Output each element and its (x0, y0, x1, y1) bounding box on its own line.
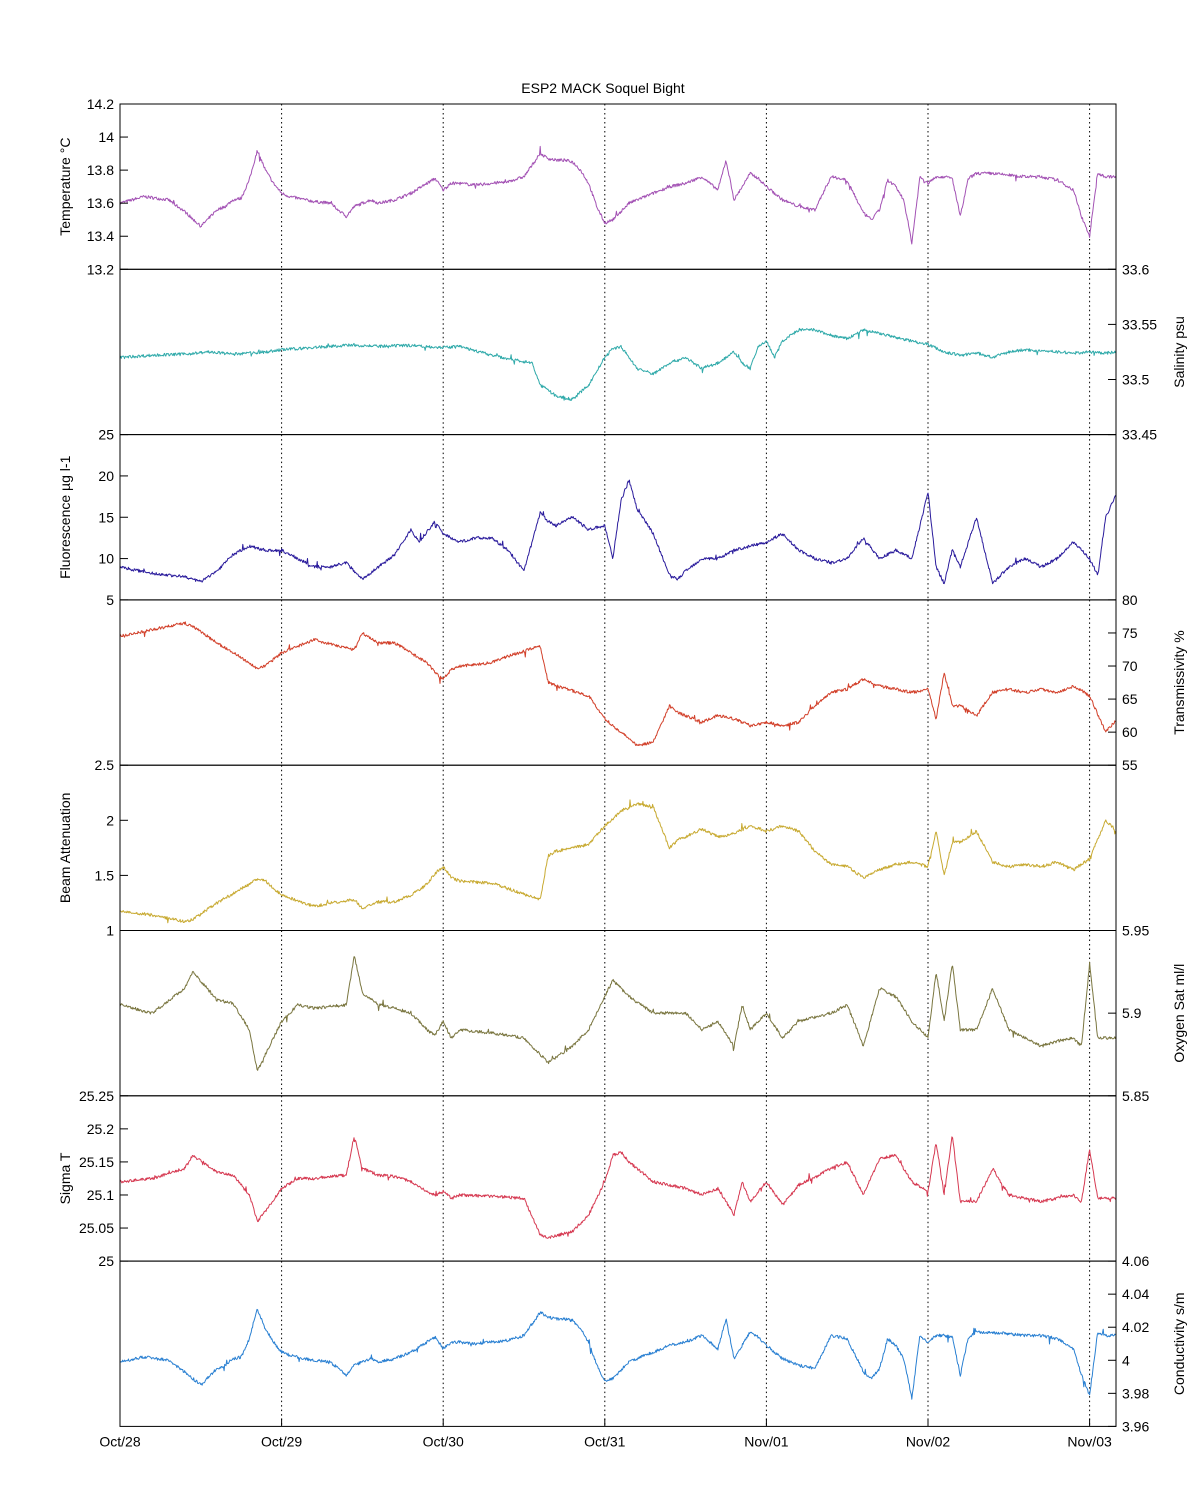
panel-5-ylabel: Beam Attenuation (57, 793, 73, 904)
xtick-label: Oct/28 (99, 1433, 140, 1449)
panel-1-ytick-label: 13.8 (87, 162, 114, 178)
panel-1-ytick-label: 13.6 (87, 195, 114, 211)
panel-7-ytick-label: 25.25 (79, 1088, 114, 1104)
panel-1-ylabel: Temperature °C (57, 138, 73, 236)
panel-8-series-line (119, 1308, 1116, 1400)
panel-1-ytick-label: 14 (98, 129, 114, 145)
panel-2-ytick-label: 33.45 (1122, 427, 1157, 443)
panel-4-ytick-label: 65 (1122, 691, 1138, 707)
xtick-label: Oct/31 (584, 1433, 625, 1449)
panel-8-ylabel: Conductivity s/m (1171, 1292, 1187, 1395)
panel-5-ytick-label: 1 (106, 923, 114, 939)
chart-title: ESP2 MACK Soquel Bight (521, 80, 685, 96)
panel-4-ylabel: Transmissivity % (1171, 630, 1187, 735)
panel-2-series-line (119, 327, 1116, 401)
xtick-label: Oct/29 (261, 1433, 302, 1449)
panel-2-ytick-label: 33.55 (1122, 316, 1157, 332)
panel-6-ylabel: Oxygen Sat ml/l (1171, 964, 1187, 1063)
panel-8-frame (119, 1260, 1117, 1427)
panel-2-ytick-label: 33.5 (1122, 372, 1149, 388)
panel-3-ytick-label: 25 (98, 427, 114, 443)
xtick-label: Nov/02 (906, 1433, 951, 1449)
panel-8-ytick-label: 3.96 (1122, 1418, 1149, 1434)
panel-5-ytick-label: 2.5 (95, 757, 115, 773)
panel-7-ytick-label: 25 (98, 1253, 114, 1269)
panel-1-ytick-label: 13.4 (87, 228, 114, 244)
panel-frames (119, 103, 1117, 1427)
panel-3-ylabel: Fluorescence µg l-1 (57, 455, 73, 578)
panel-8-ytick-label: 4.02 (1122, 1319, 1149, 1335)
vertical-grid (281, 104, 1091, 1427)
x-axis: Oct/28 Oct/29 Oct/30 Oct/31 Nov/01 Nov/02 Nov/… (99, 1418, 1112, 1449)
panel-7-ytick-label: 25.2 (87, 1121, 114, 1137)
panel-7-ytick-label: 25.05 (79, 1220, 114, 1236)
xtick-label: Nov/01 (744, 1433, 789, 1449)
panel-5-ytick-label: 2 (106, 812, 114, 828)
panel-7-series-line (119, 1136, 1116, 1239)
panel-2-ytick-label: 33.6 (1122, 261, 1149, 277)
panel-8-ytick-label: 4.06 (1122, 1253, 1149, 1269)
panel-1-ytick-label: 13.2 (87, 261, 114, 277)
panel-3-ytick-label: 15 (98, 509, 114, 525)
panel-8-ytick-label: 4.04 (1122, 1286, 1149, 1302)
panel-5-ytick-label: 1.5 (95, 867, 115, 883)
panel-3-ytick-label: 5 (106, 592, 114, 608)
panel-3-ytick-label: 20 (98, 468, 114, 484)
panel-1-ytick-label: 14.2 (87, 96, 114, 112)
panel-5-series-line (119, 799, 1116, 924)
panel-8-ytick-label: 4 (1122, 1352, 1130, 1368)
panel-4-ytick-label: 80 (1122, 592, 1138, 608)
panel-6-ytick-label: 5.9 (1122, 1005, 1142, 1021)
panel-7-ylabel: Sigma T (57, 1152, 73, 1204)
panel-8-ytick-label: 3.98 (1122, 1385, 1149, 1401)
panel-4-ytick-label: 60 (1122, 724, 1138, 740)
panel-4-series-line (119, 621, 1116, 747)
panel-2-ylabel: Salinity psu (1171, 316, 1187, 388)
panel-7-ytick-label: 25.1 (87, 1187, 114, 1203)
panel-3-ytick-label: 10 (98, 551, 114, 567)
panel-7-ytick-label: 25.15 (79, 1154, 114, 1170)
panel-4-ytick-label: 55 (1122, 757, 1138, 773)
xtick-label: Nov/03 (1067, 1433, 1112, 1449)
series-lines (119, 145, 1116, 1400)
panel-3-series-line (119, 479, 1116, 585)
panel-6-series-line (119, 956, 1116, 1071)
panel-6-ytick-label: 5.85 (1122, 1088, 1149, 1104)
xtick-label: Oct/30 (423, 1433, 464, 1449)
panel-4-ytick-label: 75 (1122, 625, 1138, 641)
panel-1-series-line (119, 145, 1116, 245)
panel-4-ytick-label: 70 (1122, 658, 1138, 674)
panel-6-ytick-label: 5.95 (1122, 923, 1149, 939)
